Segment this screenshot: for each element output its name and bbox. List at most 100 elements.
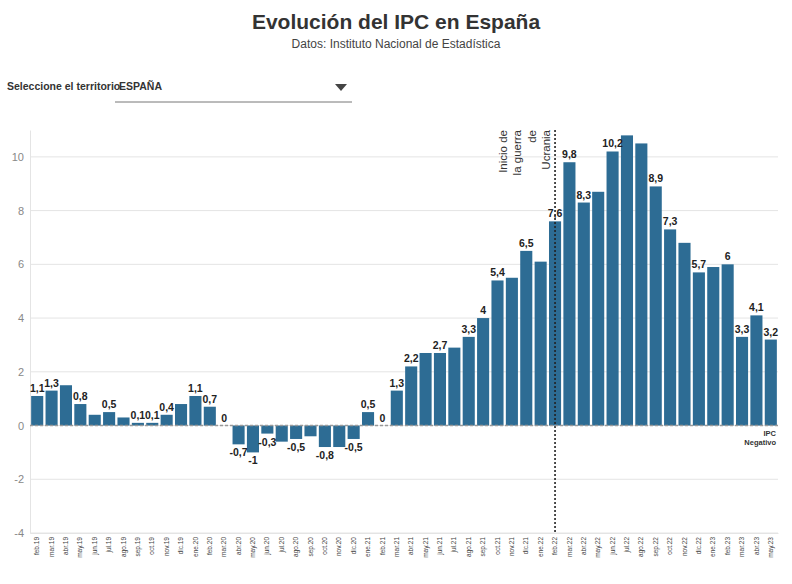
x-tick: ago.19 — [120, 533, 128, 557]
x-tick: jul.21 — [450, 533, 458, 554]
x-tick: dic.20 — [350, 533, 357, 554]
x-tick: nov.19 — [163, 533, 170, 556]
x-tick: ene.23 — [709, 533, 716, 557]
x-tick-label: ene.20 — [192, 537, 199, 557]
x-tick: may.20 — [249, 533, 257, 558]
data-label: 0,4 — [159, 401, 174, 413]
data-label: 6 — [725, 250, 731, 262]
y-tick: 8 — [18, 205, 30, 217]
x-tick-label: sep.19 — [134, 537, 142, 557]
data-label: 7,3 — [663, 215, 678, 227]
x-tick-label: nov.22 — [681, 537, 688, 556]
bar — [434, 353, 446, 426]
x-tick-label: may.20 — [249, 537, 257, 558]
x-axis-line — [31, 533, 779, 534]
grid-line — [30, 479, 778, 480]
data-label: 2,7 — [433, 339, 448, 351]
bar — [635, 143, 647, 425]
annotations: Inicio dela guerradeUcraniaIPCNegativo — [30, 129, 778, 533]
data-label: -0,5 — [287, 441, 305, 453]
bar — [189, 396, 201, 426]
x-tick-label: jul.21 — [450, 537, 458, 554]
y-tick: -4 — [14, 527, 30, 539]
bar — [491, 280, 503, 425]
bar — [103, 412, 115, 425]
data-label: 0,5 — [102, 398, 117, 410]
data-label: -0,5 — [345, 441, 363, 453]
bar — [247, 426, 259, 453]
x-tick-label: feb.19 — [33, 537, 40, 555]
bar — [175, 404, 187, 425]
x-tick: sep.19 — [134, 533, 142, 557]
x-tick-label: nov.19 — [163, 537, 170, 556]
x-tick-label: oct.19 — [148, 537, 155, 555]
x-tick-label: jun.21 — [436, 537, 444, 556]
x-tick: mar.21 — [393, 533, 400, 557]
data-label: 2,2 — [404, 352, 419, 364]
x-tick: jun.20 — [263, 533, 271, 556]
war-annotation: la guerra — [511, 129, 523, 175]
bar — [319, 426, 331, 447]
x-tick: nov.20 — [335, 533, 342, 556]
x-tick: abr.20 — [235, 533, 242, 555]
x-tick: may.21 — [422, 533, 430, 558]
bar — [31, 396, 43, 426]
x-tick-label: abr.19 — [62, 537, 69, 555]
x-tick: jun.22 — [609, 533, 617, 556]
x-tick-label: jul.22 — [623, 537, 631, 554]
y-tick-label: 10 — [12, 151, 24, 163]
x-tick: sep.20 — [307, 533, 315, 557]
grid-line — [30, 425, 778, 426]
data-label: 3,3 — [461, 323, 476, 335]
x-tick-label: mar.23 — [738, 537, 745, 557]
bar — [736, 337, 748, 426]
x-tick: nov.22 — [681, 533, 688, 556]
x-tick-label: dic.21 — [522, 537, 529, 555]
bar — [578, 203, 590, 426]
x-tick: jun.21 — [436, 533, 444, 556]
y-tick-label: 8 — [18, 205, 24, 217]
data-label: 0,8 — [73, 390, 88, 402]
x-tick-label: sep.22 — [652, 537, 660, 557]
x-tick: abr.19 — [62, 533, 69, 555]
subtitle: Datos: Instituto Nacional de Estadística — [292, 37, 501, 51]
bar — [46, 391, 58, 426]
data-label: -0,8 — [316, 449, 334, 461]
x-tick-label: oct.21 — [494, 537, 501, 555]
data-label: 3,3 — [735, 323, 750, 335]
selector-arrow — [335, 84, 347, 91]
bar — [722, 264, 734, 425]
x-tick: feb.22 — [551, 533, 558, 555]
bar — [535, 262, 547, 426]
bar — [707, 267, 719, 426]
x-tick: oct.22 — [666, 533, 673, 555]
data-label: 5,4 — [490, 266, 505, 278]
x-tick-label: jun.19 — [91, 537, 99, 556]
data-label: 1,1 — [30, 382, 45, 394]
x-tick-label: ene.23 — [709, 537, 716, 557]
x-tick: abr.22 — [580, 533, 587, 555]
bar — [650, 186, 662, 425]
x-tick-label: sep.20 — [307, 537, 315, 557]
x-tick-label: may.23 — [767, 537, 775, 558]
x-tick: ene.20 — [192, 533, 199, 557]
data-label: 10,2 — [602, 137, 623, 149]
bar — [420, 353, 432, 426]
x-tick-label: feb.21 — [379, 537, 386, 555]
x-tick: mar.22 — [566, 533, 573, 557]
grid-line — [30, 210, 778, 211]
x-tick-label: feb.22 — [551, 537, 558, 555]
selector-value[interactable]: ESPAÑA — [119, 80, 162, 92]
x-tick: oct.21 — [494, 533, 501, 555]
bar — [592, 192, 604, 426]
y-tick: 4 — [18, 312, 30, 324]
x-tick-label: feb.20 — [206, 537, 213, 555]
y-tick-label: 4 — [18, 312, 24, 324]
bar — [405, 366, 417, 425]
war-annotation: Inicio de — [497, 130, 509, 173]
x-tick: ago.20 — [292, 533, 300, 557]
x-tick: mar.19 — [48, 533, 55, 557]
bar — [693, 272, 705, 425]
data-label: 4,1 — [749, 301, 764, 313]
bar — [463, 337, 475, 426]
